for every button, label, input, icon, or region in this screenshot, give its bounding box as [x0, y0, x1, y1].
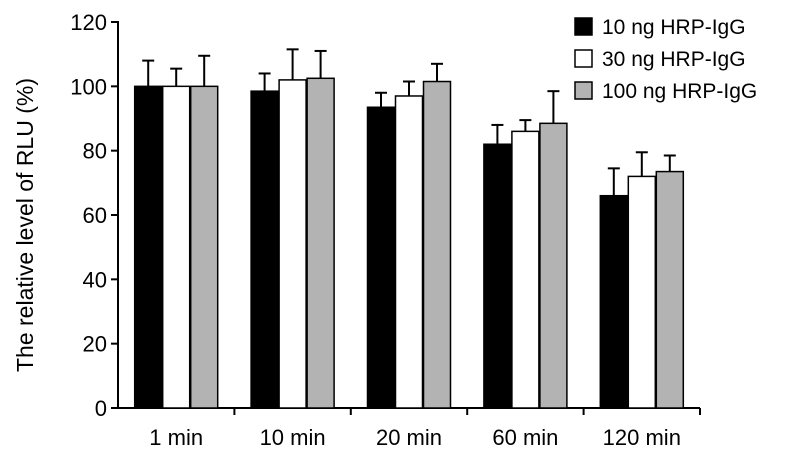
legend-label: 30 ng HRP-IgG — [602, 48, 746, 71]
bar — [627, 175, 657, 409]
legend-label: 100 ng HRP-IgG — [602, 80, 757, 103]
legend-swatch — [574, 17, 593, 36]
y-axis-title: The relative level of RLU (%) — [12, 78, 38, 372]
bar — [511, 130, 540, 409]
bar — [655, 170, 685, 409]
x-tick-label: 60 min — [492, 425, 558, 450]
y-axis: 0 20 40 60 80 100 120 — [70, 10, 119, 421]
bar — [599, 194, 629, 409]
y-tick-label: 100 — [70, 74, 107, 99]
x-tick-label: 10 min — [260, 425, 326, 450]
bar — [422, 80, 452, 409]
bar — [189, 85, 219, 409]
bar — [278, 79, 307, 409]
bar — [394, 95, 424, 409]
bar — [366, 106, 396, 409]
legend-swatch — [574, 81, 593, 100]
x-axis: 1 min 10 min 20 min 60 min 120 min — [117, 407, 701, 450]
bar — [133, 85, 163, 409]
legend: 10 ng HRP-IgG 30 ng HRP-IgG 100 ng HRP-IgG — [574, 16, 757, 103]
y-tick-label: 40 — [83, 267, 107, 292]
bar — [250, 90, 279, 409]
y-tick-label: 80 — [83, 139, 107, 164]
y-tick-label: 20 — [83, 332, 107, 357]
legend-label: 10 ng HRP-IgG — [602, 16, 746, 39]
y-tick-label: 120 — [70, 10, 107, 35]
bar — [161, 85, 191, 409]
bar — [483, 143, 512, 409]
x-tick-label: 20 min — [376, 425, 442, 450]
y-tick-label: 60 — [83, 203, 107, 228]
bar — [539, 122, 568, 409]
error-bars — [142, 48, 676, 196]
y-tick-label: 0 — [95, 396, 107, 421]
bar — [306, 77, 335, 409]
bars — [133, 77, 685, 409]
x-tick-label: 120 min — [603, 425, 681, 450]
x-tick-label: 1 min — [149, 425, 203, 450]
legend-swatch — [574, 49, 593, 68]
